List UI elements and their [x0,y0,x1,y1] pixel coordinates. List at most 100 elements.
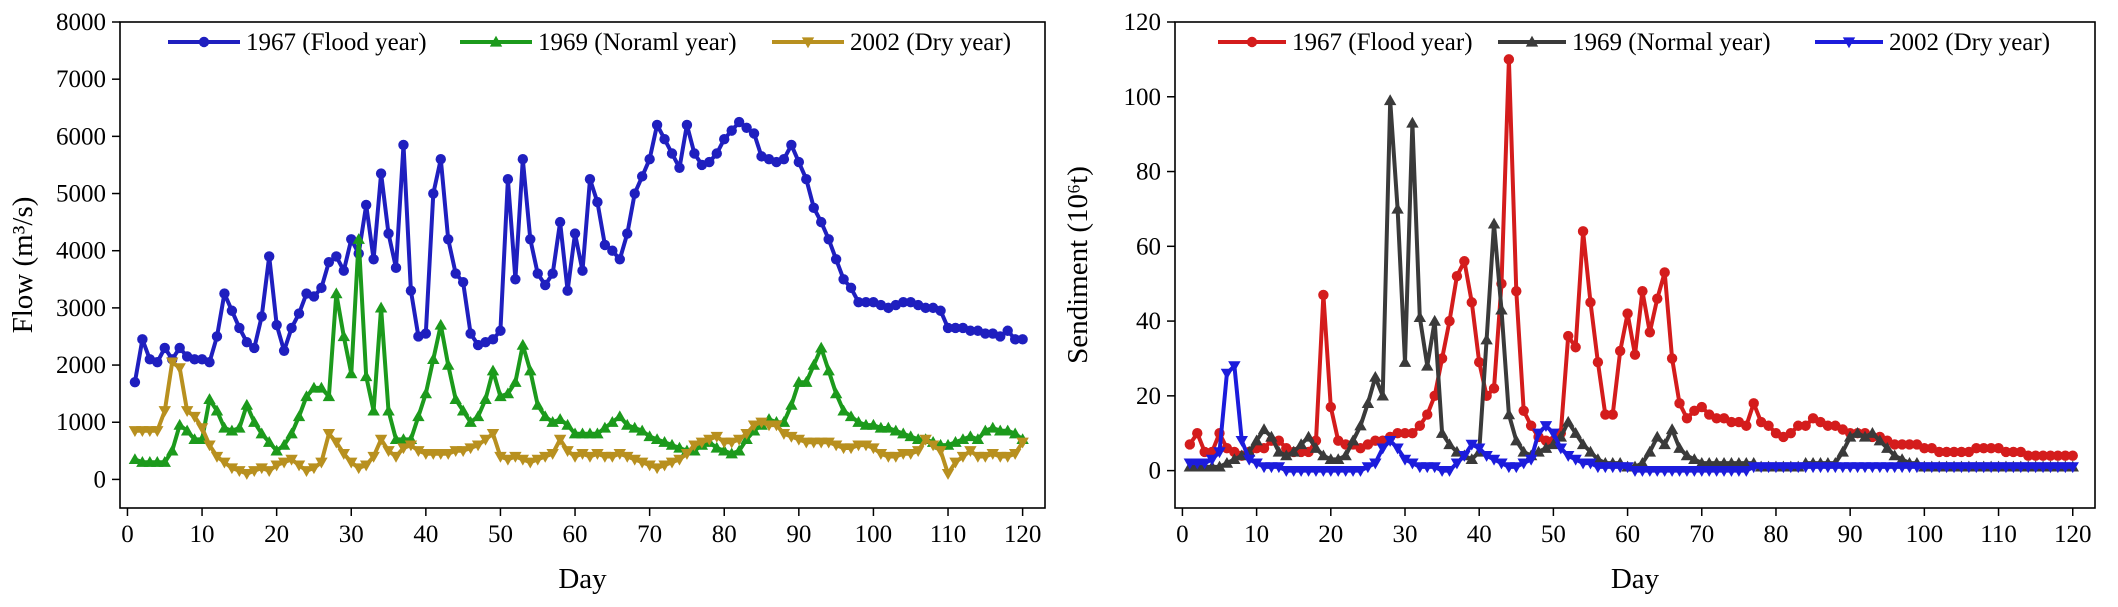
x-tick-label: 60 [1615,521,1640,548]
data-point [897,427,910,439]
data-point [704,156,715,168]
data-point [158,456,171,467]
legend-marker [198,36,210,48]
data-point [598,421,612,433]
data-point [1688,453,1701,465]
data-point [1904,439,1915,450]
data-point [2037,450,2049,461]
data-point [1250,434,1263,446]
data-point [785,398,798,410]
data-point [494,390,507,402]
data-point [263,251,275,262]
data-point [643,430,656,442]
data-point [292,460,306,472]
y-tick-label: 0 [94,466,107,493]
data-point [345,457,358,469]
data-point [1001,424,1014,436]
data-point [539,410,552,422]
data-point [2008,446,2019,458]
y-axis-title: Sendiment (10⁶t) [1062,166,1094,364]
data-point [823,234,834,245]
data-point [427,353,440,364]
data-point [398,139,409,151]
data-point [777,416,791,427]
data-point [501,454,515,466]
data-point [517,154,529,165]
data-point [456,404,470,416]
y-tick-label: 20 [1136,383,1161,410]
data-point [210,404,224,416]
data-point [524,364,537,376]
data-point [300,466,313,478]
data-point [382,404,395,416]
data-point [1637,285,1648,297]
data-point [1896,439,1908,450]
legend-marker [1246,36,1258,48]
data-point [293,308,305,319]
data-point [1257,423,1271,435]
data-point [360,199,372,211]
legend-marker [1842,37,1856,49]
data-point [2066,462,2079,474]
data-point [203,393,216,405]
data-point [2045,450,2056,461]
data-point [1948,446,1960,458]
data-point [495,325,506,336]
data-point [420,328,432,339]
x-tick-label: 60 [563,521,588,548]
data-point [166,444,179,456]
data-point [1458,451,1471,462]
data-point [800,376,813,387]
data-point [853,296,864,308]
data-point [1570,342,1581,353]
data-point [665,438,679,450]
series-1 [1184,54,2078,461]
data-point [450,268,461,279]
data-point [337,330,350,342]
data-point [1422,409,1433,420]
data-point [837,404,850,416]
data-point [1317,449,1330,461]
x-tick-label: 110 [930,521,967,548]
data-point [128,453,142,465]
data-point [659,134,670,145]
data-point [1584,458,1597,470]
y-tick-label: 1000 [56,409,106,436]
y-tick-label: 2000 [56,352,106,379]
data-point [584,174,596,185]
data-point [152,357,163,368]
data-point [1919,442,1930,454]
data-point [1726,416,1737,428]
x-tick-label: 80 [712,521,737,548]
data-point [285,454,298,466]
data-point [1659,267,1670,278]
data-point [592,196,603,208]
data-point [689,148,700,159]
data-point [934,446,947,458]
data-point [180,424,194,436]
data-point [1428,314,1441,326]
data-point [1665,423,1679,435]
data-point [732,444,746,456]
data-point [710,441,723,453]
data-point [479,393,492,405]
data-point [674,162,685,173]
data-point [1480,451,1493,462]
y-tick-label: 6000 [56,123,106,150]
x-tick-label: 90 [786,521,811,548]
data-point [562,285,573,296]
data-point [234,322,245,334]
data-point [1443,465,1456,477]
data-point [1985,442,1997,454]
data-point [1354,419,1367,431]
data-point [1576,438,1590,450]
data-point [352,463,365,475]
data-point [174,342,185,354]
data-point [599,239,611,251]
data-point [1495,303,1508,315]
legend-label: 1969 (Noraml year) [538,29,737,56]
data-point [636,171,648,182]
series-line [1189,98,2073,469]
data-point [278,345,290,356]
